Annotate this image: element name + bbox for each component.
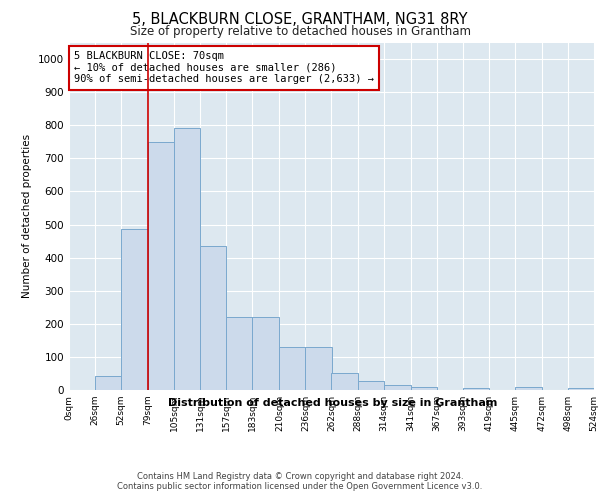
Bar [463,388,489,390]
Text: 5 BLACKBURN CLOSE: 70sqm
← 10% of detached houses are smaller (286)
90% of semi-: 5 BLACKBURN CLOSE: 70sqm ← 10% of detach… [74,51,374,84]
Text: 5, BLACKBURN CLOSE, GRANTHAM, NG31 8RY: 5, BLACKBURN CLOSE, GRANTHAM, NG31 8RY [132,12,468,28]
Bar [331,373,358,390]
Bar [174,128,200,390]
Bar [253,317,280,390]
Bar [568,388,594,390]
Bar [121,229,148,390]
Bar [95,376,121,390]
Bar [305,347,331,390]
Bar [358,382,383,390]
Bar [226,317,253,390]
Text: Distribution of detached houses by size in Grantham: Distribution of detached houses by size … [169,398,497,407]
Bar [515,386,542,390]
Bar [383,385,410,390]
Text: Size of property relative to detached houses in Grantham: Size of property relative to detached ho… [130,25,470,38]
Text: Contains HM Land Registry data © Crown copyright and database right 2024.: Contains HM Land Registry data © Crown c… [137,472,463,481]
Bar [200,246,226,390]
Bar [280,347,305,390]
Bar [148,142,174,390]
Y-axis label: Number of detached properties: Number of detached properties [22,134,32,298]
Text: Contains public sector information licensed under the Open Government Licence v3: Contains public sector information licen… [118,482,482,491]
Bar [410,386,437,390]
